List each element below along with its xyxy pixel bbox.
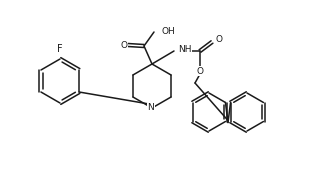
Text: O: O <box>197 66 204 75</box>
Text: OH: OH <box>162 26 176 36</box>
Text: N: N <box>148 103 154 112</box>
Text: F: F <box>57 44 63 54</box>
Text: NH: NH <box>178 45 191 54</box>
Text: O: O <box>216 36 223 45</box>
Text: O: O <box>121 40 128 49</box>
